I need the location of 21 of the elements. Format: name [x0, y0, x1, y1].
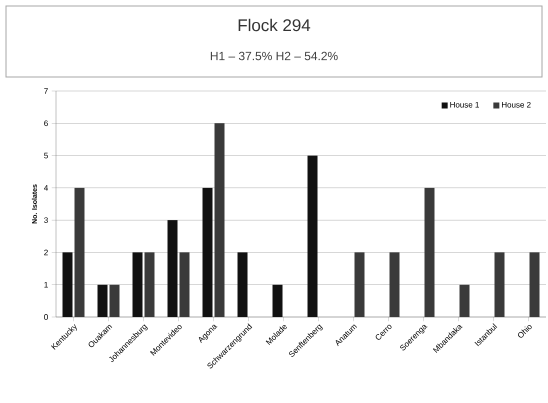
bar	[62, 252, 73, 317]
bar	[202, 188, 213, 317]
bar	[530, 252, 540, 317]
bar	[168, 220, 178, 317]
bar	[110, 284, 120, 317]
bar	[74, 188, 84, 317]
bar	[494, 252, 505, 317]
chart-title: Flock 294	[238, 18, 310, 32]
bar	[132, 252, 143, 317]
chart-subtitle: H1 – 37.5% H2 – 54.2%	[210, 52, 338, 60]
bar	[98, 284, 108, 317]
bar	[272, 284, 283, 317]
bar	[238, 252, 248, 317]
bar	[424, 188, 435, 317]
bar	[180, 252, 190, 317]
bar	[308, 156, 318, 317]
bar	[354, 252, 365, 317]
bar	[460, 284, 470, 317]
bar	[390, 252, 400, 317]
bar	[144, 252, 154, 317]
bar	[214, 123, 225, 317]
